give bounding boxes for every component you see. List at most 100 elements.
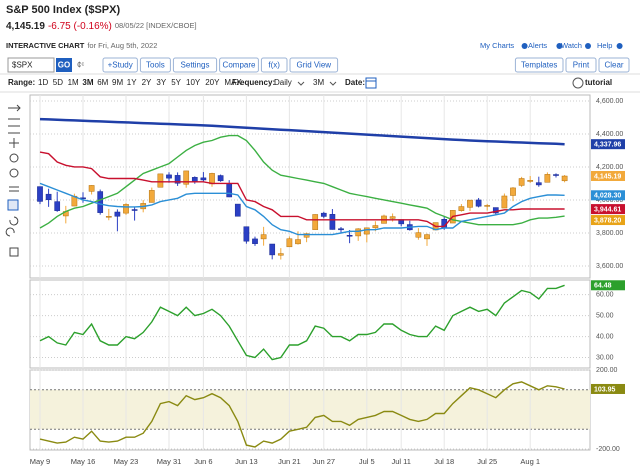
candle-body xyxy=(346,235,353,237)
candle-body xyxy=(277,253,284,256)
tool-redo[interactable] xyxy=(5,227,15,237)
candle-body xyxy=(252,238,258,244)
x-tick-label: May 9 xyxy=(30,457,50,466)
button-label: Grid View xyxy=(297,61,332,70)
tool-circle[interactable] xyxy=(9,153,19,163)
candle-body xyxy=(269,243,276,256)
range-option[interactable]: 5D xyxy=(53,78,63,87)
range-option[interactable]: 5Y xyxy=(171,78,181,87)
price-marker-label: 4,337.96 xyxy=(594,142,621,149)
range-option[interactable]: 2Y xyxy=(142,78,152,87)
series-line xyxy=(39,117,565,146)
button[interactable] xyxy=(139,57,171,73)
button[interactable] xyxy=(219,57,259,73)
period[interactable]: 3M xyxy=(313,78,324,87)
candle-body xyxy=(363,227,370,235)
x-tick-label: Jul 18 xyxy=(434,457,454,466)
price: 4,145.19 xyxy=(6,21,45,32)
dropdown-arrow xyxy=(329,81,337,86)
button-label: Templates xyxy=(521,61,557,70)
series-line xyxy=(39,381,565,448)
range-option[interactable]: MAX xyxy=(224,78,242,87)
panel: 3,600.00 3,800.00 4,000.00 4,200.00 4,400.00… xyxy=(29,94,625,279)
price-marker xyxy=(591,204,625,215)
button-label: Compare xyxy=(223,61,256,70)
date-label: Date: xyxy=(345,78,365,87)
link[interactable]: Watch xyxy=(561,41,582,50)
range-option[interactable]: 20Y xyxy=(205,78,220,87)
dropdown-arrow xyxy=(297,81,305,86)
tool-arrow[interactable] xyxy=(8,104,21,112)
button[interactable] xyxy=(289,57,339,73)
button[interactable] xyxy=(598,57,630,73)
candle-body xyxy=(415,232,422,238)
symbol-box[interactable] xyxy=(7,57,55,73)
tool-circle[interactable] xyxy=(9,168,19,178)
candle-body xyxy=(329,214,336,230)
frequency-label: Frequency: xyxy=(232,78,275,87)
panel: 30.00 40.00 50.00 60.00 64.48 xyxy=(29,279,625,369)
tutorial-icon[interactable] xyxy=(572,77,584,89)
link-icon xyxy=(556,43,563,49)
candle-body xyxy=(105,216,112,218)
series-line xyxy=(39,134,565,229)
y-tick-label: 60.00 xyxy=(596,292,614,299)
price-marker xyxy=(591,170,625,181)
price-marker xyxy=(591,383,625,394)
tutorial[interactable]: tutorial xyxy=(585,78,612,87)
links: My Charts Alerts Watch Help xyxy=(480,41,623,50)
candle-body xyxy=(355,228,362,237)
candle-body xyxy=(260,234,267,240)
button[interactable] xyxy=(102,57,138,73)
button[interactable] xyxy=(565,57,597,73)
tool-delete[interactable] xyxy=(9,247,19,257)
link[interactable]: Help xyxy=(597,41,612,50)
range-option[interactable]: 1M xyxy=(68,78,79,87)
range-option[interactable]: 3M xyxy=(82,78,93,87)
range-option[interactable]: 9M xyxy=(112,78,123,87)
tool-cross[interactable] xyxy=(9,138,19,148)
go-label: GO xyxy=(58,61,70,70)
link[interactable]: Alerts xyxy=(528,41,547,50)
link[interactable]: My Charts xyxy=(480,41,514,50)
price-marker-label: 64.48 xyxy=(594,283,612,290)
y-tick-label: 50.00 xyxy=(596,312,614,319)
change: -6.75 (-0.16%) xyxy=(48,21,112,32)
candle-body xyxy=(372,225,379,229)
y-tick-label: 30.00 xyxy=(596,354,614,361)
go-button[interactable] xyxy=(56,58,72,72)
price-marker xyxy=(591,190,625,201)
button[interactable] xyxy=(172,57,218,73)
price-marker-label: 3,944.61 xyxy=(594,206,621,213)
tool-undo[interactable] xyxy=(9,216,19,226)
candle-body xyxy=(148,190,155,203)
range-option[interactable]: 10Y xyxy=(186,78,201,87)
series-line xyxy=(39,182,565,236)
button[interactable] xyxy=(514,57,564,73)
y-tick-label: -200.00 xyxy=(596,446,620,453)
button-label: +Study xyxy=(108,61,133,70)
x-tick-label: Jul 5 xyxy=(359,457,375,466)
tool-lines[interactable] xyxy=(8,118,20,134)
series-line xyxy=(39,284,565,361)
candle-body xyxy=(544,174,551,183)
frequency[interactable]: Daily xyxy=(274,78,292,87)
link-icon xyxy=(585,43,591,49)
panel: -200.00 200.00 103.95 xyxy=(29,367,625,453)
button-label: Tools xyxy=(146,61,165,70)
candle-body xyxy=(458,206,465,211)
range-option[interactable]: 3Y xyxy=(156,78,166,87)
toolbar: $SPX GO ¢ᶜ +Study Tools Settings Compare f(x… xyxy=(7,57,630,73)
tool-magnet[interactable] xyxy=(7,199,19,211)
range-option[interactable]: 1D xyxy=(38,78,48,87)
candle-body xyxy=(45,193,52,201)
tool-fib[interactable] xyxy=(9,186,19,192)
range-option[interactable]: 6M xyxy=(97,78,108,87)
candle-body xyxy=(226,183,233,198)
range-option[interactable]: 1Y xyxy=(127,78,137,87)
x-tick-label: May 23 xyxy=(114,457,139,466)
candle-body xyxy=(295,239,301,245)
button[interactable] xyxy=(260,57,288,73)
calendar-icon[interactable] xyxy=(365,77,377,89)
